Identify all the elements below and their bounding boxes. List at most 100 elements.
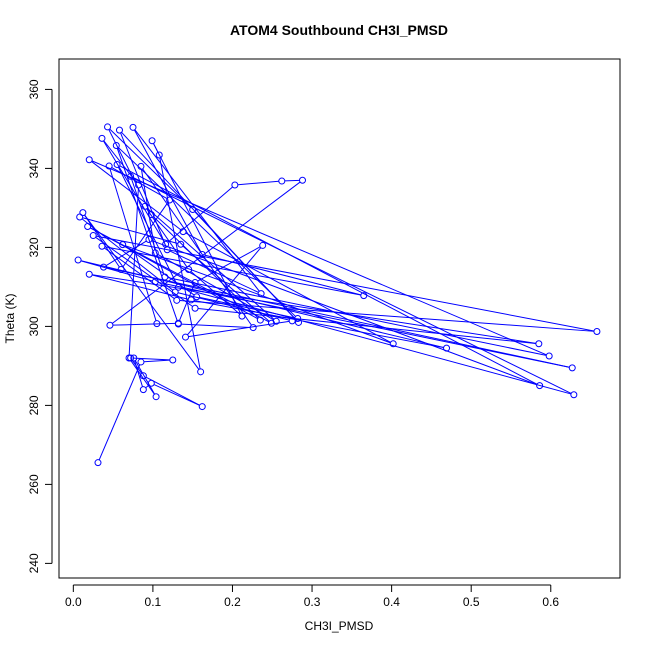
data-point [256, 316, 264, 324]
series-points [74, 123, 601, 467]
series-line-segment [157, 253, 274, 321]
series-line-segment [122, 202, 169, 268]
series-line-segment [131, 178, 165, 275]
data-point [298, 176, 306, 184]
series-line-segment [158, 281, 570, 368]
series-line-segment [84, 214, 120, 268]
series-line-segment [181, 323, 251, 328]
data-point [198, 403, 206, 411]
x-tick-label: 0.4 [383, 595, 400, 609]
series-line-segment [133, 177, 572, 394]
x-tick-label: 0.1 [145, 595, 162, 609]
data-point [197, 368, 205, 376]
y-tick-label: 360 [27, 79, 41, 99]
series-line-segment [153, 143, 159, 153]
data-point [231, 181, 239, 189]
data-point [74, 256, 82, 264]
series-line-segment [134, 360, 156, 395]
data-point [272, 317, 280, 325]
data-point [129, 123, 137, 131]
data-point [139, 372, 147, 380]
data-point [185, 266, 193, 274]
data-point [94, 459, 102, 467]
x-tick-label: 0.6 [542, 595, 559, 609]
data-point [389, 340, 397, 348]
data-point [443, 344, 451, 352]
data-point [153, 320, 161, 328]
data-point [152, 393, 160, 401]
series-line-segment [237, 180, 279, 186]
data-point [112, 142, 120, 149]
data-point [191, 304, 199, 312]
data-point [174, 283, 182, 291]
data-point [198, 251, 206, 259]
series-line-segment [128, 187, 139, 356]
x-axis-label: CH3I_PMSD [305, 619, 374, 633]
plot-frame [58, 58, 621, 579]
x-tick-label: 0.0 [65, 595, 82, 609]
series-line-segment [112, 181, 301, 324]
series-line-segment [104, 247, 175, 299]
series-line-segment [197, 246, 261, 282]
series-line-segment [91, 160, 547, 356]
data-point [151, 278, 159, 286]
data-point [169, 356, 177, 364]
series-line-segment [134, 360, 143, 387]
series-line-segment [159, 157, 201, 369]
data-point [249, 324, 257, 332]
data-point [593, 328, 601, 336]
data-point [166, 196, 174, 204]
data-point [85, 156, 93, 164]
data-point [137, 162, 145, 170]
series-line-segment [153, 384, 200, 406]
data-point [148, 137, 156, 145]
data-point [182, 333, 190, 341]
series-line-segment [167, 277, 547, 356]
data-point [130, 354, 138, 362]
series-line-segment [103, 140, 165, 242]
data-point [137, 358, 145, 366]
series-line-segment [284, 179, 300, 182]
data-point [85, 270, 93, 278]
series-line-segment [105, 240, 147, 267]
y-tick-label: 280 [27, 395, 41, 415]
series-line-segment [130, 360, 155, 395]
series-line-segment [146, 208, 188, 268]
series-line-segment [188, 320, 290, 338]
data-point [294, 315, 302, 322]
x-tick-label: 0.5 [463, 595, 480, 609]
x-tick-label: 0.2 [224, 595, 241, 609]
data-point [295, 318, 303, 326]
series-line-segment [84, 214, 200, 370]
data-point [135, 181, 143, 189]
y-tick-label: 300 [27, 316, 41, 336]
series-line-segment [133, 357, 170, 361]
x-tick-label: 0.3 [304, 595, 321, 609]
data-point [84, 222, 92, 230]
series-line-segment [120, 132, 167, 248]
data-point [536, 382, 544, 390]
data-point [535, 340, 543, 348]
data-point [568, 364, 576, 372]
data-point [147, 211, 155, 219]
series-line-segment [91, 161, 182, 231]
data-point [151, 249, 159, 257]
data-point [174, 320, 182, 328]
data-point [127, 172, 135, 180]
x-axis: 0.0 0.1 0.2 0.3 0.4 0.5 0.6 [65, 584, 559, 609]
data-point [171, 288, 179, 296]
series-line-segment [199, 296, 295, 319]
series-line-segment [198, 308, 536, 344]
data-point [125, 354, 133, 362]
data-point [191, 279, 199, 287]
data-point [360, 292, 368, 300]
data-point [119, 241, 127, 249]
series-line-segment [111, 167, 168, 199]
series-line-segment [92, 274, 189, 300]
data-point [79, 209, 87, 217]
series-line-segment [109, 128, 191, 208]
series-line-segment [153, 143, 242, 314]
data-point [238, 312, 246, 320]
data-point [179, 228, 187, 236]
series-line-segment [143, 359, 170, 363]
